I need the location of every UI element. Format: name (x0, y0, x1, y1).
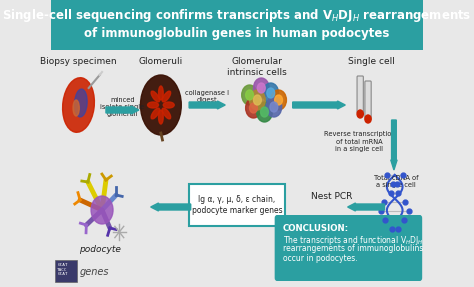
Text: Single cell: Single cell (348, 57, 395, 66)
Circle shape (242, 85, 257, 105)
Circle shape (257, 83, 265, 93)
Ellipse shape (73, 100, 79, 116)
Text: genes: genes (79, 267, 109, 277)
Text: occur in podocytes.: occur in podocytes. (283, 254, 357, 263)
Circle shape (256, 102, 272, 122)
Text: rearrangements of immunoglobulins: rearrangements of immunoglobulins (283, 244, 423, 253)
Text: CONCLUSION:: CONCLUSION: (283, 224, 349, 233)
Text: Reverse transcription
of total mRNA
in a single cell: Reverse transcription of total mRNA in a… (324, 131, 395, 152)
Circle shape (271, 90, 286, 110)
Ellipse shape (158, 86, 163, 100)
Ellipse shape (162, 91, 171, 102)
FancyBboxPatch shape (189, 184, 285, 226)
Circle shape (254, 78, 269, 98)
Circle shape (270, 102, 278, 112)
Text: Nest PCR: Nest PCR (311, 192, 353, 201)
Ellipse shape (151, 108, 160, 119)
Circle shape (357, 110, 364, 118)
Text: GCAT
TACC
GCAT: GCAT TACC GCAT (57, 263, 68, 276)
FancyBboxPatch shape (274, 215, 422, 281)
Circle shape (249, 103, 257, 113)
Circle shape (261, 107, 268, 117)
Text: Single-cell sequencing confirms transcripts and V$_H$DJ$_H$ rearrangements: Single-cell sequencing confirms transcri… (2, 7, 472, 24)
FancyBboxPatch shape (357, 76, 364, 113)
Circle shape (91, 196, 113, 224)
Text: of immunoglobulin genes in human podocytes: of immunoglobulin genes in human podocyt… (84, 28, 390, 40)
FancyArrow shape (293, 101, 345, 109)
Text: Ig α, γ, μ, δ, ε chain,
podocyte marker genes: Ig α, γ, μ, δ, ε chain, podocyte marker … (191, 195, 283, 215)
Circle shape (249, 90, 265, 110)
Text: podocyte: podocyte (79, 245, 120, 254)
FancyBboxPatch shape (365, 81, 371, 118)
Circle shape (263, 83, 279, 103)
Ellipse shape (74, 89, 87, 117)
Ellipse shape (158, 110, 163, 124)
FancyArrow shape (151, 203, 191, 211)
Bar (51, 50, 423, 287)
Ellipse shape (147, 102, 158, 108)
Ellipse shape (163, 102, 174, 108)
Text: collagenase I
digest: collagenase I digest (185, 90, 229, 103)
Circle shape (254, 95, 261, 105)
FancyArrow shape (391, 120, 397, 170)
FancyArrow shape (106, 106, 139, 114)
Circle shape (246, 98, 261, 118)
Ellipse shape (151, 91, 160, 102)
Text: minced
isolate single
glomeruli: minced isolate single glomeruli (100, 97, 145, 117)
Text: Glomerular
intrinsic cells: Glomerular intrinsic cells (227, 57, 286, 77)
Ellipse shape (63, 78, 94, 132)
Circle shape (267, 88, 274, 98)
Ellipse shape (162, 108, 171, 119)
Circle shape (365, 115, 371, 123)
Ellipse shape (140, 75, 181, 135)
Circle shape (246, 90, 254, 100)
Text: Glomeruli: Glomeruli (139, 57, 183, 66)
Text: The transcripts and functional V$_H$DJ$_H$: The transcripts and functional V$_H$DJ$_… (283, 234, 423, 247)
Bar (51, 0, 423, 50)
FancyArrow shape (347, 203, 384, 211)
Circle shape (274, 95, 283, 105)
Text: Total cDNA of
a single cell: Total cDNA of a single cell (374, 175, 419, 189)
FancyArrow shape (189, 101, 225, 109)
Text: Biopsy specimen: Biopsy specimen (40, 57, 117, 66)
Bar (55, 260, 77, 282)
Circle shape (266, 97, 282, 117)
